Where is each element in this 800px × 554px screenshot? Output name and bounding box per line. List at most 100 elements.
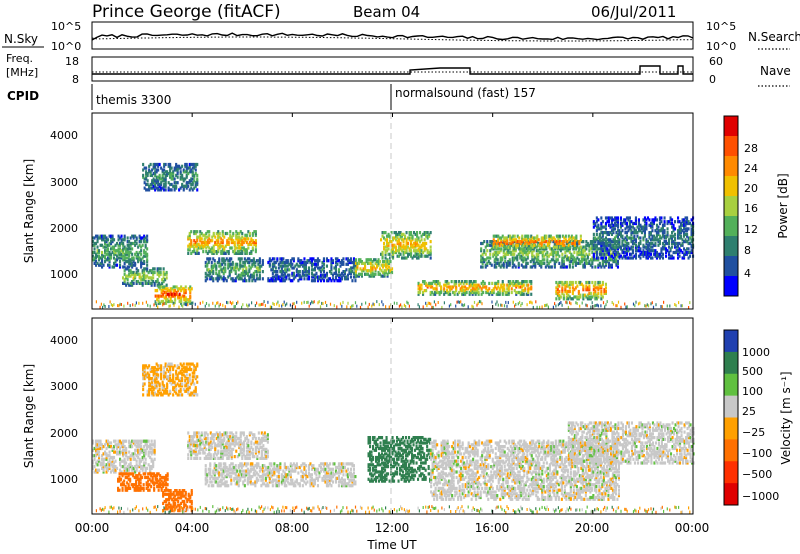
velocity-cell-73 (105, 466, 108, 470)
power-cell-3292 (598, 241, 601, 246)
velocity-cell-94 (108, 459, 111, 463)
power-cell-3013 (542, 247, 545, 251)
power-cell-1757 (381, 231, 384, 235)
power-ground-18 (112, 304, 114, 308)
power-cell-3337 (606, 250, 609, 255)
power-cell-1148 (225, 257, 228, 261)
power-cell-397 (156, 272, 159, 276)
power-cell-203 (128, 247, 131, 251)
power-cell-3026 (545, 240, 548, 244)
power-cell-3797 (671, 231, 674, 235)
power-cell-2997 (534, 240, 537, 244)
power-cell-3405 (615, 220, 618, 224)
velocity-cell-306 (147, 445, 150, 449)
velocity-cell-166 (122, 441, 125, 445)
power-cell-1933 (417, 247, 420, 251)
power-cell-1533 (330, 264, 333, 268)
power-ground-28 (120, 303, 122, 306)
power-cell-2777 (597, 265, 600, 269)
power-cell-3224 (595, 295, 598, 299)
power-cell-1634 (354, 261, 357, 265)
power-cell-2682 (576, 261, 579, 265)
power-cell-1440 (304, 266, 307, 270)
power-cell-859 (203, 244, 206, 248)
power-cell-647 (164, 181, 167, 185)
power-cell-3777 (668, 240, 671, 244)
power-cell-2349 (499, 249, 502, 253)
power-cell-1760 (383, 241, 386, 246)
power-ground-508 (620, 305, 622, 309)
power-cell-216 (131, 265, 134, 269)
power-cell-3086 (570, 236, 573, 240)
power-cell-2768 (594, 258, 597, 262)
power-cell-169 (123, 265, 126, 269)
power-cell-2166 (491, 281, 494, 285)
power-cell-2174 (495, 287, 498, 291)
power-cell-510 (181, 294, 184, 298)
power-cell-1065 (204, 275, 207, 279)
velocity-cell-221 (132, 452, 135, 456)
power-cell-48 (101, 254, 104, 258)
power-cell-764 (191, 188, 194, 192)
power-cell-601 (155, 177, 158, 181)
power-cell-1604 (349, 266, 352, 270)
power-cell-217 (131, 263, 134, 267)
power-cell-1782 (387, 232, 390, 236)
power-cell-1967 (425, 234, 428, 238)
power-cell-3178 (579, 293, 582, 297)
velocity-cell-433 (147, 485, 150, 489)
power-cell-1192 (239, 275, 242, 279)
power-cell-2828 (606, 241, 609, 246)
power-cell-2840 (609, 263, 612, 267)
power-cell-3250 (604, 286, 607, 290)
power-cell-2943 (513, 234, 516, 238)
power-cell-1866 (405, 250, 408, 255)
power-cell-3774 (668, 250, 671, 255)
power-cell-636 (163, 184, 166, 188)
power-cell-2947 (515, 238, 518, 242)
power-cell-2641 (565, 241, 568, 246)
power-cell-3042 (552, 236, 555, 240)
power-cell-804 (188, 235, 191, 239)
power-cell-1830 (398, 243, 401, 247)
power-cell-2443 (520, 249, 523, 253)
power-cell-3111 (556, 293, 559, 297)
power-cell-3823 (677, 256, 680, 260)
power-cell-392 (153, 267, 156, 271)
velocity-cell-560 (177, 509, 180, 513)
power-cell-3820 (675, 249, 678, 253)
power-cell-2576 (550, 250, 553, 255)
power-cell-3176 (577, 280, 580, 285)
power-cell-1953 (422, 241, 425, 246)
velocity-cell-320 (150, 457, 153, 461)
power-cell-2697 (579, 260, 582, 264)
power-cell-1244 (251, 275, 254, 279)
power-cell-3158 (571, 297, 574, 301)
power-cell-405 (158, 270, 161, 275)
power-ground-14 (109, 300, 111, 304)
power-cell-2691 (577, 258, 580, 262)
power-cell-325 (131, 270, 134, 275)
power-cell-2442 (520, 250, 523, 255)
power-cell-2978 (528, 247, 531, 251)
power-cell-1888 (410, 252, 413, 256)
power-cell-608 (157, 182, 160, 187)
power-cell-928 (221, 251, 224, 255)
power-cell-1380 (289, 279, 292, 283)
power-cell-2447 (522, 260, 525, 264)
power-cell-2759 (591, 241, 594, 246)
power-ground-36 (132, 303, 134, 307)
velocity-cell-245 (137, 445, 140, 449)
velocity-cell-282 (143, 450, 146, 454)
power-cell-3664 (651, 238, 654, 242)
power-cell-3226 (595, 286, 598, 290)
power-cell-832 (196, 242, 199, 246)
power-cell-2599 (555, 243, 558, 247)
power-cell-1926 (416, 234, 419, 238)
power-cell-3542 (634, 252, 637, 256)
power-cell-2926 (507, 245, 510, 249)
power-cell-2615 (561, 263, 564, 267)
power-cell-879 (208, 246, 211, 250)
velocity-cell-252 (138, 461, 141, 465)
power-cell-3057 (558, 241, 561, 246)
